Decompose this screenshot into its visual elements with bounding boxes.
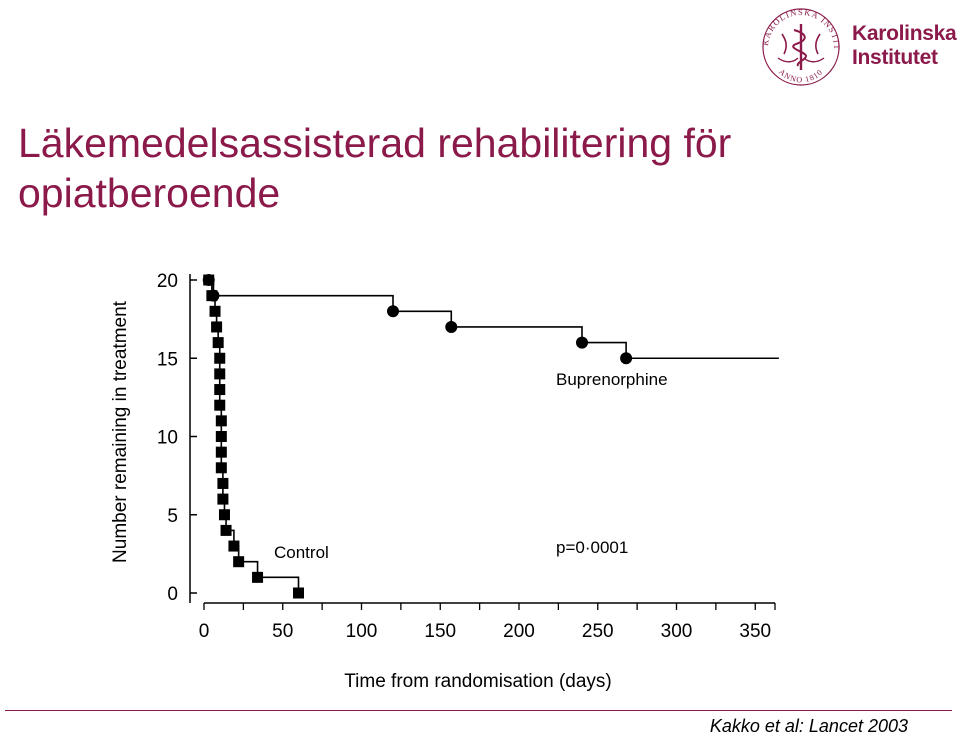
x-tick-label-300: 300: [661, 621, 693, 642]
point-buprenorphine-3: [445, 320, 458, 333]
point-control-14: [217, 493, 229, 505]
point-control-17: [228, 540, 240, 552]
point-control-1: [206, 290, 218, 302]
point-control-8: [214, 399, 226, 411]
karolinska-logo: KAROLINSKA INSTITUTET ANNO 1810 Karolins…: [756, 4, 957, 88]
point-control-6: [214, 368, 226, 380]
x-tick-label-0: 0: [199, 621, 210, 642]
footer-divider: [5, 710, 952, 711]
series-label-control: Control: [274, 543, 329, 562]
chart-series-markers: [202, 274, 633, 599]
x-tick-label-100: 100: [346, 621, 378, 642]
slide-title-line-1: Läkemedelsassisterad rehabilitering för: [18, 120, 732, 166]
p-value-annotation: p=0·0001: [556, 538, 628, 557]
y-tick-label-20: 20: [157, 271, 178, 292]
x-tick-label-250: 250: [582, 621, 614, 642]
chart-axes: [189, 274, 776, 610]
point-control-15: [218, 509, 230, 521]
point-buprenorphine-4: [576, 336, 588, 349]
x-axis-label: Time from randomisation (days): [344, 671, 611, 692]
point-control-0: [203, 274, 215, 286]
x-tick-label-50: 50: [272, 621, 293, 642]
point-control-10: [215, 431, 227, 442]
point-control-3: [211, 321, 223, 333]
x-tick-label-350: 350: [739, 621, 771, 642]
logo-name-line-1: Karolinska: [852, 22, 957, 45]
series-label-buprenorphine: Buprenorphine: [556, 370, 668, 389]
rod-of-asclepius-seal-icon: KAROLINSKA INSTITUTET ANNO 1810: [756, 4, 841, 86]
point-buprenorphine-2: [387, 305, 399, 318]
citation: Kakko et al: Lancet 2003: [709, 716, 908, 736]
y-tick-label-5: 5: [167, 506, 178, 527]
point-control-5: [214, 352, 226, 364]
y-axis-label: Number remaining in treatment: [110, 300, 131, 563]
y-tick-label-15: 15: [157, 349, 178, 370]
point-control-9: [215, 415, 227, 427]
y-tick-label-10: 10: [157, 428, 178, 449]
point-control-12: [215, 462, 227, 474]
point-control-2: [209, 305, 221, 317]
slide-title: Läkemedelsassisterad rehabilitering för …: [18, 118, 838, 218]
point-control-18: [233, 556, 245, 568]
y-tick-label-0: 0: [167, 584, 178, 605]
point-control-11: [215, 446, 227, 458]
point-control-19: [252, 571, 264, 583]
x-tick-label-150: 150: [424, 621, 456, 642]
point-control-7: [214, 384, 226, 396]
point-buprenorphine-5: [620, 352, 633, 365]
point-control-13: [217, 477, 229, 489]
point-control-20: [293, 587, 304, 599]
point-control-4: [212, 337, 224, 349]
series-line-buprenorphine: [208, 279, 779, 360]
x-tick-label-200: 200: [503, 621, 535, 642]
slide-title-line-2: opiatberoende: [18, 170, 281, 216]
point-control-16: [220, 524, 232, 536]
logo-name-line-2: Institutet: [852, 46, 938, 69]
